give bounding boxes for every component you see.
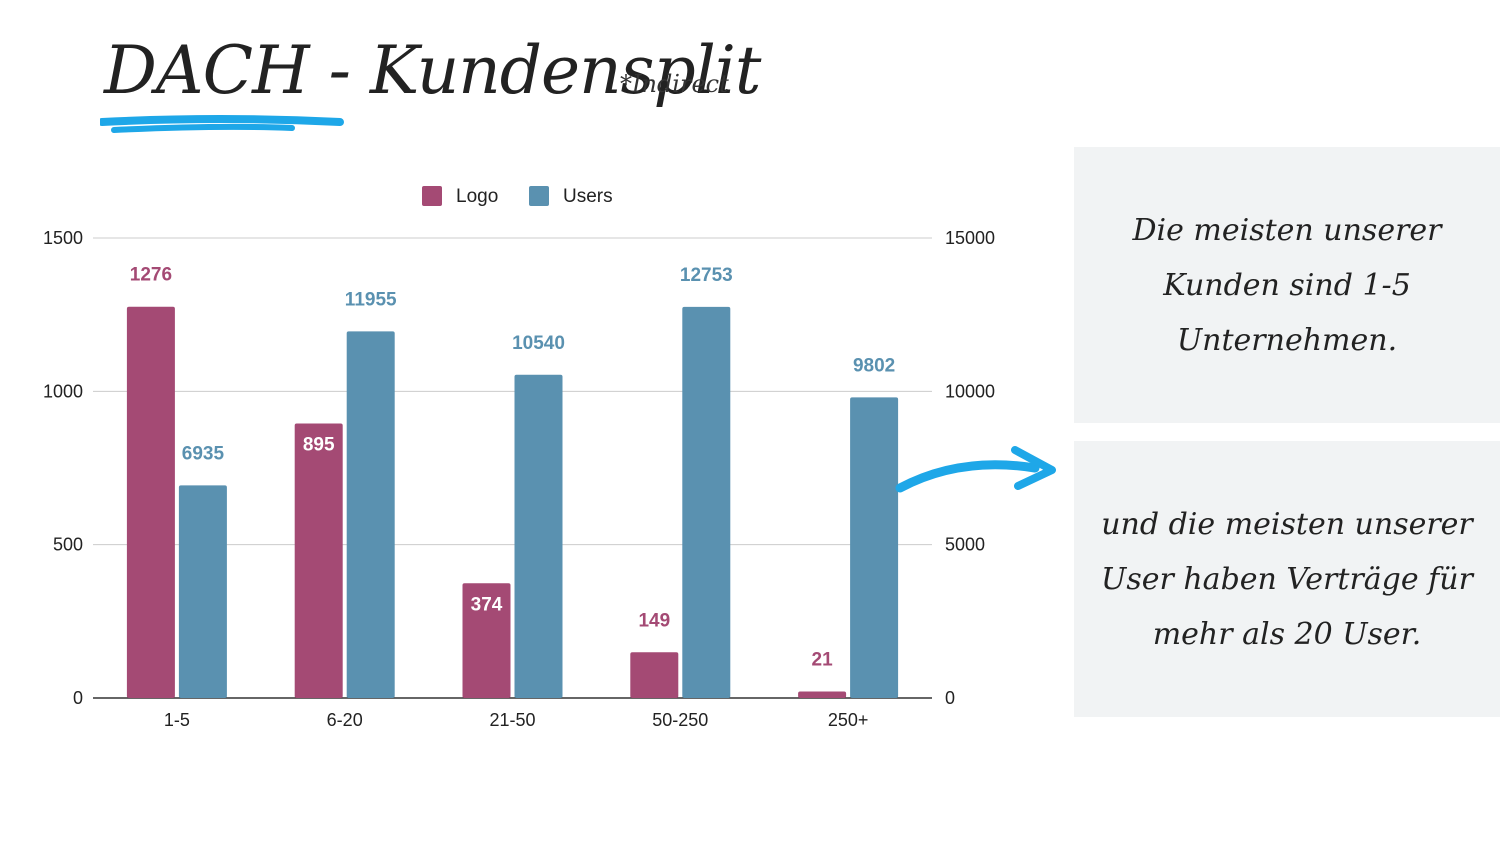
x-tick-label: 50-250 (652, 710, 708, 730)
title-area: DACH - Kundensplit *Indirect (100, 30, 800, 150)
arrow-right-icon (895, 446, 1056, 493)
y-right-tick-label: 10000 (945, 381, 995, 401)
insight-text-customers: Die meisten unserer Kunden sind 1-5 Unte… (1132, 212, 1442, 358)
legend-label: Logo (456, 186, 498, 207)
bar-users (850, 397, 899, 698)
data-label: 1276 (130, 265, 172, 286)
data-label: 10540 (512, 333, 565, 354)
bar-logo (294, 423, 343, 698)
legend-swatch (422, 186, 442, 206)
x-tick-label: 21-50 (489, 710, 535, 730)
data-label: 374 (471, 594, 503, 615)
x-tick-label: 250+ (828, 710, 869, 730)
y-left-tick-label: 1000 (43, 381, 83, 401)
legend-label: Users (563, 186, 613, 207)
bar-logo (126, 306, 175, 698)
bar-users (346, 331, 395, 698)
bar-users (514, 374, 563, 698)
title-footnote: *Indirect (620, 70, 729, 98)
grid-lines (93, 237, 932, 699)
legend-swatch (529, 186, 549, 206)
title-underline-brush (100, 115, 344, 133)
bar-logo (798, 691, 847, 698)
page-title: DACH - Kundensplit (104, 32, 761, 109)
data-label: 11955 (345, 289, 397, 310)
y-right-tick-label: 5000 (945, 535, 985, 555)
x-tick-label: 1-5 (164, 710, 190, 730)
insight-box-users: und die meisten unserer User haben Vertr… (1074, 441, 1500, 717)
data-label: 21 (812, 650, 834, 671)
data-label: 6935 (182, 443, 225, 464)
y-right-tick-label: 15000 (945, 228, 995, 248)
data-label: 895 (303, 435, 335, 456)
y-left-tick-label: 0 (73, 688, 83, 708)
data-label: 12753 (680, 265, 733, 286)
data-label: 9802 (853, 355, 895, 376)
data-label: 149 (638, 610, 670, 631)
bar-users (682, 306, 731, 698)
insight-text-users: und die meisten unserer User haben Vertr… (1101, 506, 1473, 652)
y-right-tick-label: 0 (945, 688, 955, 708)
bar-logo (462, 583, 511, 698)
y-left-tick-label: 500 (53, 535, 83, 555)
data-labels: 1276 6935 895 11955 374 10540 149 12753 21 9802 (130, 265, 895, 671)
y-left-tick-label: 1500 (43, 228, 83, 248)
legend: Logo Users (422, 186, 613, 207)
bars (126, 306, 899, 698)
insight-box-customers: Die meisten unserer Kunden sind 1-5 Unte… (1074, 147, 1500, 423)
bar-logo (630, 652, 679, 698)
x-tick-label: 6-20 (327, 710, 363, 730)
bar-users (178, 485, 227, 698)
